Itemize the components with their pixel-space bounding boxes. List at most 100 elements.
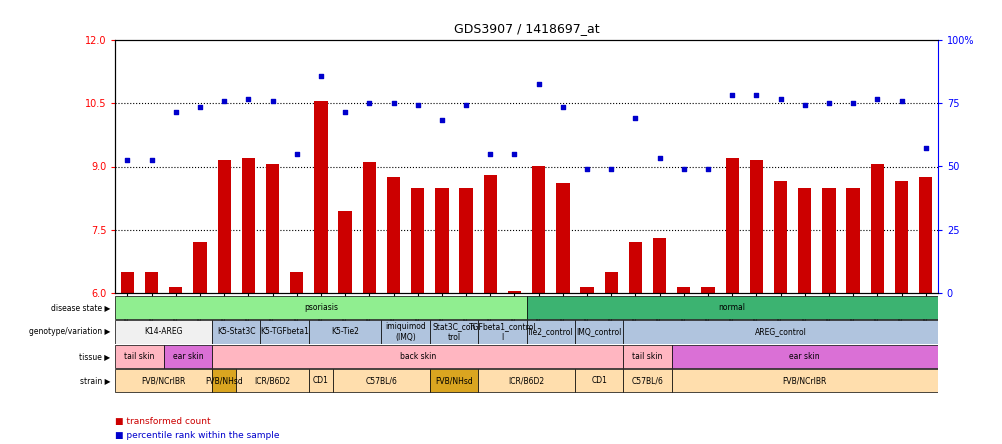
Text: tissue ▶: tissue ▶ xyxy=(79,352,110,361)
Point xyxy=(845,99,861,107)
Text: TGFbeta1_control
l: TGFbeta1_control l xyxy=(468,322,536,341)
Bar xyxy=(846,187,859,293)
Bar xyxy=(574,320,622,344)
Bar xyxy=(526,320,574,344)
Point xyxy=(820,99,836,107)
Bar xyxy=(115,320,211,344)
Point xyxy=(313,72,329,79)
Bar xyxy=(435,187,448,293)
Point xyxy=(602,165,618,172)
Text: ICR/B6D2: ICR/B6D2 xyxy=(255,376,291,385)
Bar xyxy=(628,242,641,293)
Bar xyxy=(822,187,835,293)
Bar xyxy=(870,164,883,293)
Bar xyxy=(478,369,574,392)
Bar xyxy=(507,291,521,293)
Bar xyxy=(580,287,593,293)
Bar xyxy=(574,369,622,392)
Bar xyxy=(526,296,937,319)
Bar xyxy=(115,296,526,319)
Bar xyxy=(163,345,211,368)
Bar xyxy=(309,369,333,392)
Bar xyxy=(748,160,763,293)
Point xyxy=(917,144,933,151)
Point xyxy=(191,104,207,111)
Bar xyxy=(671,345,937,368)
Bar xyxy=(217,160,230,293)
Text: psoriasis: psoriasis xyxy=(304,303,338,312)
Bar xyxy=(193,242,206,293)
Text: FVB/NCrIBR: FVB/NCrIBR xyxy=(141,376,185,385)
Point xyxy=(143,157,159,164)
Bar xyxy=(236,369,309,392)
Text: disease state ▶: disease state ▶ xyxy=(51,303,110,312)
Bar xyxy=(241,158,255,293)
Point xyxy=(409,102,425,109)
Text: normal: normal xyxy=(718,303,744,312)
Text: FVB/NHsd: FVB/NHsd xyxy=(435,376,472,385)
Text: FVB/NCrIBR: FVB/NCrIBR xyxy=(782,376,826,385)
Bar xyxy=(387,177,400,293)
Point xyxy=(651,155,667,162)
Text: back skin: back skin xyxy=(399,352,436,361)
Bar xyxy=(531,166,545,293)
Bar xyxy=(411,187,424,293)
Point xyxy=(796,102,812,109)
Bar xyxy=(211,320,261,344)
Point xyxy=(265,98,281,105)
Bar xyxy=(671,369,937,392)
Bar xyxy=(333,369,430,392)
Bar xyxy=(894,181,907,293)
Text: imiquimod
(IMQ): imiquimod (IMQ) xyxy=(385,322,426,341)
Bar xyxy=(774,181,787,293)
Bar xyxy=(652,238,665,293)
Point xyxy=(747,91,764,99)
Bar xyxy=(169,287,182,293)
Bar xyxy=(556,183,569,293)
Bar xyxy=(314,101,328,293)
Text: FVB/NHsd: FVB/NHsd xyxy=(205,376,242,385)
Point xyxy=(119,157,135,164)
Bar xyxy=(676,287,689,293)
Point xyxy=(337,108,353,115)
Text: C57BL/6: C57BL/6 xyxy=(631,376,662,385)
Bar xyxy=(211,345,622,368)
Bar xyxy=(211,369,236,392)
Point xyxy=(240,95,257,103)
Text: ear skin: ear skin xyxy=(172,352,203,361)
Bar xyxy=(266,164,279,293)
Point xyxy=(434,116,450,123)
Text: K5-Tie2: K5-Tie2 xyxy=(331,327,359,337)
Text: strain ▶: strain ▶ xyxy=(80,376,110,385)
Bar xyxy=(115,345,163,368)
Point xyxy=(458,102,474,109)
Bar xyxy=(363,162,376,293)
Point xyxy=(627,115,643,122)
Text: ■ percentile rank within the sample: ■ percentile rank within the sample xyxy=(115,431,280,440)
Text: tail skin: tail skin xyxy=(631,352,662,361)
Bar xyxy=(459,187,472,293)
Point xyxy=(361,99,377,107)
Bar xyxy=(290,272,304,293)
Bar xyxy=(604,272,617,293)
Point xyxy=(869,95,885,103)
Point xyxy=(385,99,401,107)
Text: genotype/variation ▶: genotype/variation ▶ xyxy=(29,327,110,337)
Text: ■ transformed count: ■ transformed count xyxy=(115,417,210,426)
Point xyxy=(723,91,739,99)
Point xyxy=(216,98,232,105)
Text: GDS3907 / 1418697_at: GDS3907 / 1418697_at xyxy=(453,23,599,36)
Bar xyxy=(120,272,134,293)
Text: Tie2_control: Tie2_control xyxy=(527,327,573,337)
Point xyxy=(675,165,691,172)
Text: ear skin: ear skin xyxy=(789,352,820,361)
Bar xyxy=(700,287,714,293)
Point xyxy=(506,150,522,157)
Text: C57BL/6: C57BL/6 xyxy=(365,376,397,385)
Text: CD1: CD1 xyxy=(313,376,329,385)
Point xyxy=(699,165,715,172)
Text: ICR/B6D2: ICR/B6D2 xyxy=(508,376,544,385)
Point xyxy=(578,165,594,172)
Bar xyxy=(309,320,381,344)
Text: AREG_control: AREG_control xyxy=(754,327,806,337)
